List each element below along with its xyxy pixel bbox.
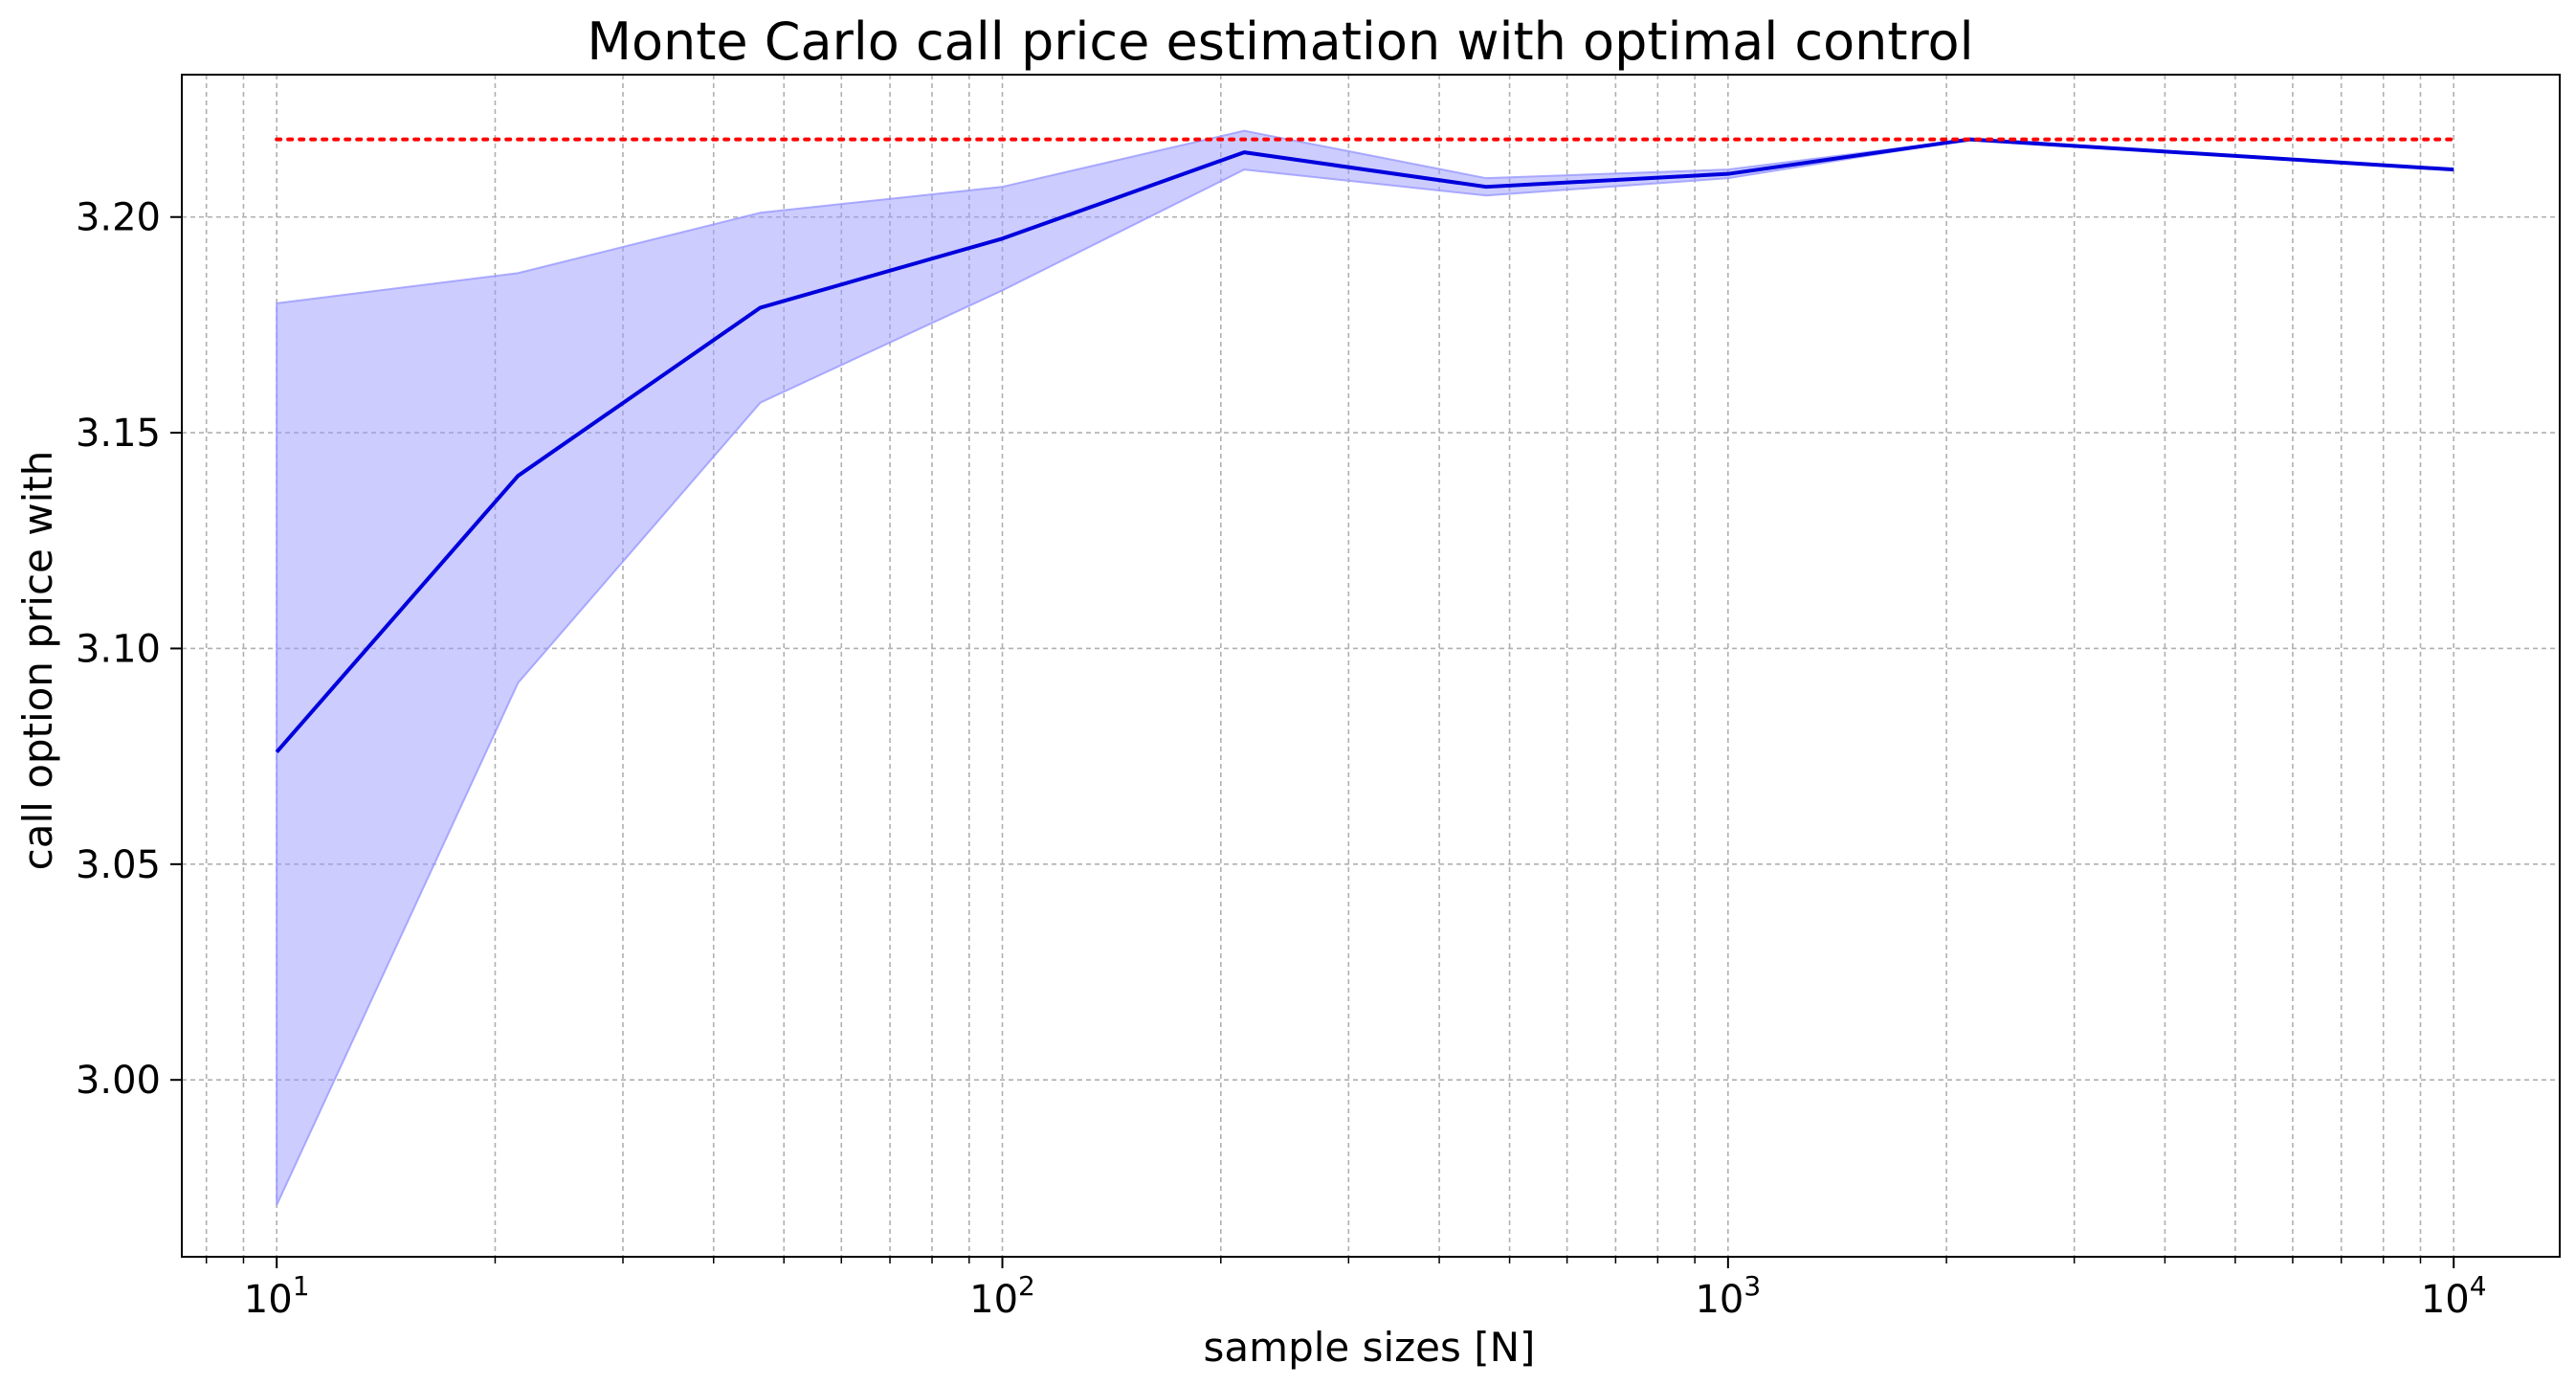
plot-frame [181,74,2561,1258]
ticks: 101 102 103 104 3.00 3.05 3.10 3.15 3.20 [76,196,2487,1322]
y-tick-label: 3.00 [76,1059,161,1103]
estimate-line [275,137,2454,753]
chart-title: Monte Carlo call price estimation with o… [587,11,1973,72]
x-axis-label: sample sizes [N] [1204,1324,1536,1371]
series-layer [275,137,2454,753]
y-tick-label: 3.10 [76,627,161,671]
x-tick-label: 101 [244,1270,310,1322]
x-tick-label: 104 [2421,1270,2487,1322]
y-axis-label: call option price with [14,451,61,871]
x-tick-label: 103 [1695,1270,1761,1322]
x-tick-label: 102 [969,1270,1035,1322]
grid [182,75,2560,1257]
y-tick-label: 3.20 [76,196,161,240]
y-tick-label: 3.05 [76,843,161,887]
y-tick-label: 3.15 [76,412,161,456]
